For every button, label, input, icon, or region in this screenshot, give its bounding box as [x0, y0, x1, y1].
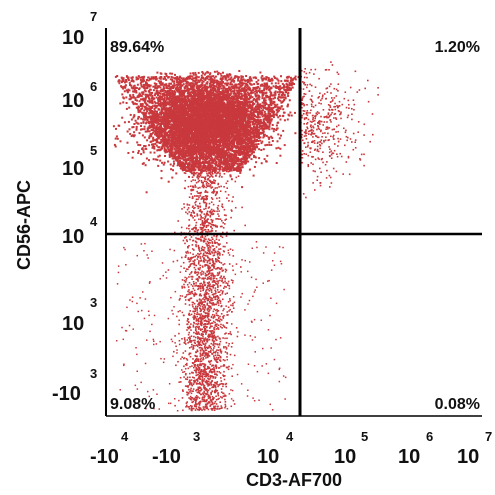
y-tick-label: -10 3	[52, 366, 97, 405]
y-tick-label: 10 6	[62, 79, 97, 112]
quadrant-label-bottom-right: 0.08%	[435, 396, 480, 413]
y-tick-label: 10 3	[62, 295, 97, 335]
y-tick-label: 10 7	[62, 9, 97, 49]
quadrant-label-bottom-left: 9.08%	[110, 396, 155, 413]
y-tick-label: 10 5	[62, 143, 97, 180]
y-tick-label: 10 4	[62, 214, 98, 248]
x-tick-label: 10 4	[257, 429, 294, 468]
quadrant-label-top-right: 1.20%	[435, 39, 480, 56]
scatter-points	[112, 61, 379, 412]
x-tick-label: 10 7	[457, 429, 492, 468]
x-tick-label: 10 5	[334, 429, 368, 468]
quadrant-label-top-left: 89.64%	[110, 39, 164, 56]
x-axis-label: CD3-AF700	[246, 470, 342, 490]
y-axis-label: CD56-APC	[14, 180, 34, 270]
x-tick-label: -10 4	[90, 429, 129, 468]
x-tick-label: -10 3	[152, 429, 200, 468]
x-tick-label: 10 6	[398, 429, 433, 468]
